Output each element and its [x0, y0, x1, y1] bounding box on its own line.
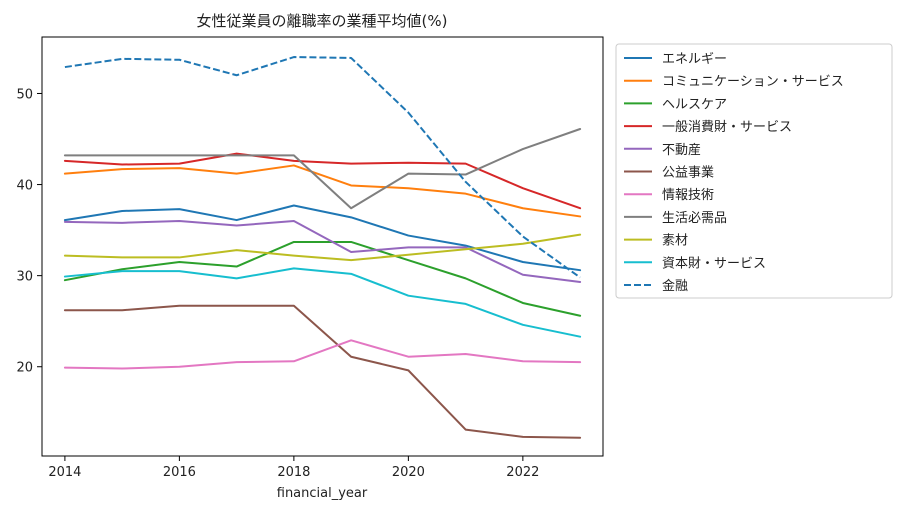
- legend-label: 公益事業: [662, 165, 714, 181]
- x-axis-label: financial_year: [277, 486, 368, 501]
- series-line-0: [63, 204, 582, 272]
- y-tick-label: 50: [16, 87, 33, 102]
- legend-label: 生活必需品: [662, 211, 727, 226]
- y-tick-label: 40: [16, 179, 33, 194]
- series-line-9: [63, 267, 582, 338]
- legend-box: [615, 43, 893, 299]
- legend-label: 情報技術: [662, 188, 714, 203]
- y-axis: 20 30 40 50: [16, 87, 42, 376]
- legend-label: 資本財・サービス: [662, 256, 766, 271]
- series-line-7: [63, 128, 582, 210]
- series-line-4: [63, 220, 582, 284]
- x-axis: 2014 2016 2018 2020 2022: [48, 456, 539, 480]
- x-tick-label: 2018: [277, 465, 310, 480]
- series-line-10: [64, 56, 581, 279]
- y-tick-label: 30: [16, 270, 33, 285]
- x-tick-label: 2016: [163, 465, 196, 480]
- series-line-8: [63, 233, 582, 262]
- x-tick-label: 2014: [48, 465, 81, 480]
- legend-label: エネルギー: [662, 52, 727, 67]
- legend-label: ヘルスケア: [662, 97, 727, 112]
- chart-title: 女性従業員の離職率の業種平均値(%): [197, 12, 448, 30]
- legend-label: 一般消費財・サービス: [662, 119, 792, 135]
- legend-label: 素材: [662, 234, 688, 249]
- series-line-1: [63, 164, 582, 218]
- plot-frame: [41, 36, 604, 457]
- x-tick-label: 2022: [506, 465, 539, 480]
- series-line-2: [63, 240, 582, 317]
- legend: エネルギーコミュニケーション・サービスヘルスケア一般消費財・サービス不動産公益事…: [615, 43, 893, 299]
- series-line-3: [63, 152, 582, 210]
- legend-label: コミュニケーション・サービス: [662, 75, 844, 90]
- y-tick-label: 20: [16, 361, 33, 376]
- legend-label: 金融: [662, 278, 688, 294]
- series-line-6: [63, 339, 582, 370]
- series-lines: [63, 56, 582, 439]
- x-tick-label: 2020: [392, 465, 425, 480]
- series-line-5: [63, 304, 582, 439]
- legend-label: 不動産: [662, 142, 701, 158]
